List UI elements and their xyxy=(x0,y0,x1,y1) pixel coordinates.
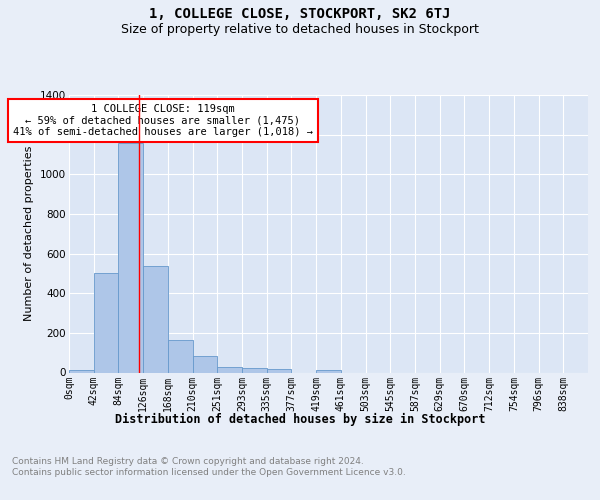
Bar xyxy=(267,369,292,372)
Bar xyxy=(168,340,193,372)
Text: Contains HM Land Registry data © Crown copyright and database right 2024.
Contai: Contains HM Land Registry data © Crown c… xyxy=(12,458,406,477)
Y-axis label: Number of detached properties: Number of detached properties xyxy=(25,146,34,322)
Text: Distribution of detached houses by size in Stockport: Distribution of detached houses by size … xyxy=(115,412,485,426)
Bar xyxy=(143,266,168,372)
Bar xyxy=(316,370,341,372)
Text: 1 COLLEGE CLOSE: 119sqm
← 59% of detached houses are smaller (1,475)
41% of semi: 1 COLLEGE CLOSE: 119sqm ← 59% of detache… xyxy=(13,104,313,137)
Bar xyxy=(69,370,94,372)
Bar xyxy=(193,356,217,372)
Bar xyxy=(242,368,267,372)
Bar xyxy=(217,366,242,372)
Text: 1, COLLEGE CLOSE, STOCKPORT, SK2 6TJ: 1, COLLEGE CLOSE, STOCKPORT, SK2 6TJ xyxy=(149,8,451,22)
Text: Size of property relative to detached houses in Stockport: Size of property relative to detached ho… xyxy=(121,22,479,36)
Bar xyxy=(94,274,118,372)
Bar xyxy=(118,142,143,372)
